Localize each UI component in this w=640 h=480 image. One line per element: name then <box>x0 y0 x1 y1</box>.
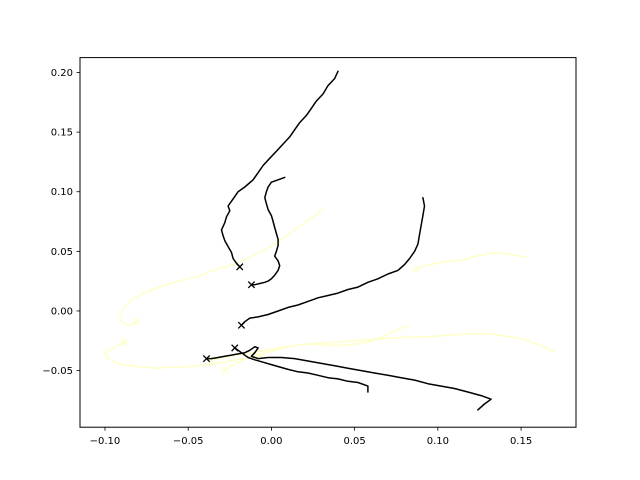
series-dark-1 <box>247 176 286 289</box>
x-tick-label: 0.00 <box>260 436 282 447</box>
series-line <box>234 347 369 393</box>
end-point-marker <box>221 366 229 375</box>
series-dark-0 <box>220 70 339 271</box>
series-line <box>240 196 426 327</box>
end-point-marker <box>132 318 141 326</box>
series-dark-2 <box>237 196 426 329</box>
x-axis: −0.10 −0.05 0.00 0.05 0.10 0.15 <box>90 427 532 447</box>
y-tick-label: 0.05 <box>51 247 73 258</box>
axes-frame <box>79 57 577 428</box>
end-point-marker <box>121 338 129 346</box>
series-dark-3 <box>202 345 492 411</box>
end-point-marker <box>231 344 239 352</box>
series-line <box>220 70 339 268</box>
y-tick-label: −0.05 <box>42 366 73 377</box>
y-tick-label: 0.10 <box>51 187 73 198</box>
series-line <box>224 324 409 372</box>
series-layer <box>104 70 556 411</box>
series-line <box>415 251 527 270</box>
y-tick-label: 0.00 <box>51 306 73 317</box>
series-light-9 <box>104 338 264 369</box>
end-point-marker <box>412 265 420 273</box>
end-point-marker <box>202 354 211 363</box>
x-tick-label: 0.05 <box>343 436 365 447</box>
y-axis: −0.05 0.00 0.05 0.10 0.15 0.20 <box>42 68 80 377</box>
x-tick-label: 0.15 <box>510 436 532 447</box>
x-tick-label: −0.10 <box>90 436 121 447</box>
series-dark-4 <box>231 344 369 393</box>
series-line <box>250 176 286 286</box>
series-line <box>210 332 556 361</box>
end-point-marker <box>236 263 244 271</box>
series-line <box>104 341 264 369</box>
y-tick-label: 0.15 <box>51 128 73 139</box>
x-tick-label: −0.05 <box>173 436 204 447</box>
series-line <box>119 208 324 327</box>
series-line <box>205 345 492 411</box>
series-light-8 <box>221 324 409 375</box>
y-tick-label: 0.20 <box>51 68 73 79</box>
x-tick-label: 0.10 <box>427 436 449 447</box>
series-light-5 <box>119 208 324 327</box>
series-light-6 <box>412 251 527 273</box>
end-point-marker <box>237 321 246 329</box>
end-point-marker <box>247 281 256 289</box>
